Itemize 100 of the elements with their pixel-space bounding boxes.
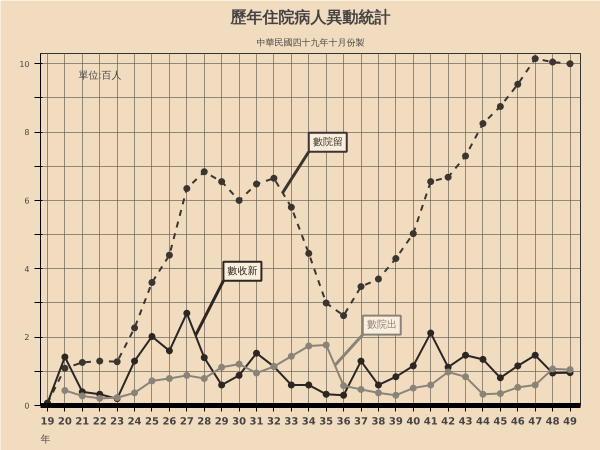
x-tick-label: 45: [493, 416, 508, 428]
x-tick-label: 34: [302, 416, 316, 428]
point: [427, 330, 434, 337]
x-tick-label: 46: [510, 416, 525, 428]
x-tick-label: 43: [458, 416, 473, 428]
point: [305, 382, 312, 388]
point: [183, 310, 190, 317]
x-tick-label: 39: [388, 416, 403, 428]
x-tick-label: 30: [232, 416, 246, 428]
y-tick-label: 6: [24, 196, 30, 206]
point: [566, 366, 574, 374]
point: [514, 384, 522, 391]
point: [340, 382, 348, 390]
point: [114, 358, 121, 366]
x-tick-label: 24: [128, 416, 142, 428]
x-tick-label: 19: [40, 416, 54, 428]
point: [270, 174, 278, 182]
point: [532, 382, 539, 388]
x-tick-label: 31: [250, 416, 264, 428]
x-tick-label: 28: [197, 416, 212, 428]
x-tick-label: 47: [528, 416, 542, 428]
point: [218, 382, 226, 388]
point: [288, 352, 295, 360]
point: [200, 375, 208, 382]
point: [358, 358, 365, 365]
point: [479, 356, 486, 363]
point: [322, 342, 330, 349]
x-tick-label: 41: [424, 416, 438, 428]
point: [183, 184, 190, 192]
point: [549, 58, 556, 66]
point: [514, 362, 522, 370]
point: [96, 394, 104, 402]
point: [392, 255, 400, 262]
point: [462, 373, 470, 380]
x-tick-label: 25: [145, 416, 159, 428]
point: [253, 180, 260, 188]
point: [427, 382, 434, 388]
point: [200, 168, 208, 176]
point: [218, 178, 226, 186]
y-tick-label: 2: [24, 333, 30, 342]
point: [218, 364, 226, 371]
x-tick-label: 44: [476, 416, 490, 428]
x-tick-label: 29: [214, 416, 229, 428]
x-tick-label: 23: [110, 416, 124, 428]
point: [444, 368, 452, 376]
x-tick-label: 35: [319, 416, 334, 428]
chart-title: 歷年住院病人異動統計: [230, 8, 390, 26]
point: [236, 360, 243, 368]
text: 數院出: [366, 318, 397, 331]
x-tick-label: 42: [441, 416, 456, 428]
point: [148, 278, 156, 286]
point: [322, 390, 330, 398]
x-tick-label: 26: [162, 416, 176, 428]
x-tick-label: 49: [563, 416, 578, 428]
point: [392, 392, 400, 399]
x-tick-label: 37: [354, 416, 368, 428]
x-tick-label: 38: [371, 416, 386, 428]
point: [96, 358, 104, 365]
x-tick-label: 32: [266, 416, 281, 428]
point: [236, 196, 243, 204]
point: [462, 152, 470, 160]
point: [131, 324, 138, 332]
point: [131, 389, 138, 396]
point: [183, 372, 190, 379]
point: [340, 392, 348, 399]
point: [549, 365, 556, 372]
chart-subtitle: 中華民國四十九年十月份製: [256, 38, 364, 48]
point: [200, 354, 208, 362]
x-tick-label: 20: [58, 416, 72, 428]
point: [392, 373, 400, 380]
point: [444, 174, 452, 181]
point: [374, 276, 382, 283]
point: [166, 375, 173, 382]
text: 數院留: [312, 136, 343, 148]
point: [288, 382, 295, 388]
point: [514, 80, 522, 88]
point: [288, 204, 295, 211]
point: [61, 364, 68, 372]
text: 數收新: [227, 264, 258, 277]
point: [305, 250, 312, 257]
point: [496, 374, 504, 382]
point: [253, 370, 260, 377]
point: [358, 386, 365, 393]
point: [166, 252, 173, 259]
point: [166, 347, 173, 354]
y-tick-label: 10: [19, 60, 30, 69]
point: [340, 312, 348, 320]
point: [462, 352, 470, 359]
point: [566, 60, 574, 68]
point: [78, 358, 86, 366]
point: [427, 178, 434, 186]
point: [148, 377, 156, 384]
point: [358, 283, 365, 290]
point: [322, 299, 330, 306]
point: [61, 353, 68, 360]
x-tick-label: 27: [180, 416, 194, 428]
point: [532, 55, 539, 62]
annotation: 單位:百人: [78, 70, 122, 82]
point: [410, 384, 417, 392]
x-tick-label: 22: [92, 416, 107, 428]
